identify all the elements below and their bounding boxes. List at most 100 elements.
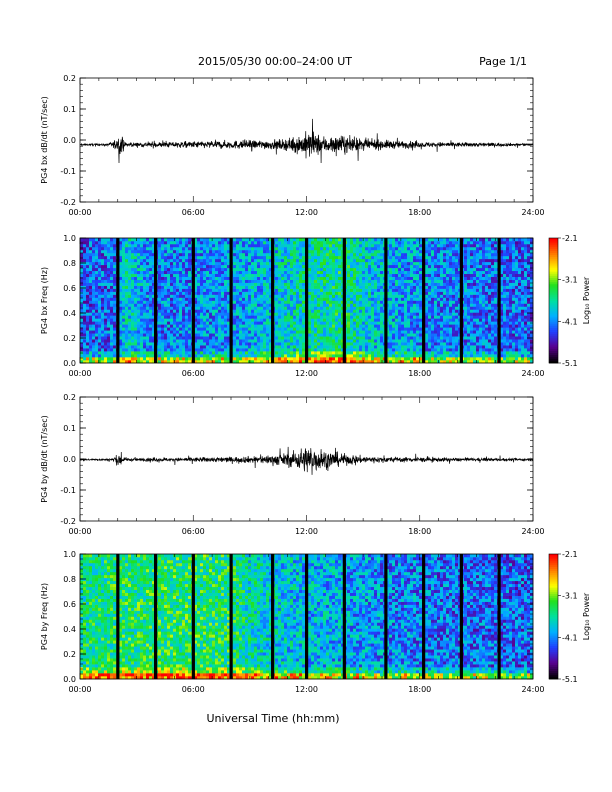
spectrogram-cell xyxy=(287,297,291,301)
spectrogram-cell xyxy=(311,354,315,358)
spectrogram-cell xyxy=(80,357,84,361)
spectrogram-cell xyxy=(326,297,330,301)
spectrogram-cell xyxy=(161,288,165,292)
spectrogram-cell xyxy=(371,303,375,307)
spectrogram-cell xyxy=(98,270,102,275)
spectrogram-cell xyxy=(413,351,417,355)
spectrogram-cell xyxy=(278,255,282,260)
spectrogram-cell xyxy=(389,288,393,292)
spectrogram-cell xyxy=(323,333,327,337)
spectrogram-cell xyxy=(332,357,336,361)
spectrogram-cell xyxy=(248,351,252,355)
spectrogram-cell xyxy=(326,333,330,337)
spectrogram-cell xyxy=(137,261,141,266)
spectrogram-cell xyxy=(263,252,267,257)
spectrogram-cell xyxy=(176,360,180,364)
spectrogram-cell xyxy=(314,300,318,304)
spectrogram-cell xyxy=(173,273,177,277)
spectrogram-cell xyxy=(212,243,216,248)
spectrogram-cell xyxy=(128,354,132,358)
spectrogram-cell xyxy=(410,351,414,355)
spectrogram-cell xyxy=(86,288,90,292)
spectrogram-cell xyxy=(161,291,165,295)
spectrogram-cell xyxy=(353,279,357,283)
spectrogram-cell xyxy=(83,288,87,292)
spectrogram-cell xyxy=(173,321,177,325)
spectrogram-cell xyxy=(263,357,267,361)
spectrogram-cell xyxy=(197,294,201,298)
spectrogram-cell xyxy=(281,351,285,355)
spectrogram-cell xyxy=(293,297,297,301)
spectrogram-cell xyxy=(347,255,351,260)
spectrogram-cell xyxy=(332,279,336,283)
spectrogram-cell xyxy=(368,238,372,242)
spectrogram-cell xyxy=(137,354,141,358)
spectrogram-cell xyxy=(398,327,402,331)
spectrogram-cell xyxy=(224,351,228,355)
spectrogram-cell xyxy=(185,330,189,334)
spectrogram-cell xyxy=(266,354,270,358)
spectrogram-cell xyxy=(419,264,423,269)
spectrogram-cell xyxy=(254,276,258,280)
spectrogram-cell xyxy=(143,354,147,358)
spectrogram-cell xyxy=(302,336,306,340)
spectrogram-cell xyxy=(89,258,93,263)
spectrogram-cell xyxy=(158,243,162,248)
spectrogram-cell xyxy=(122,294,126,298)
spectrogram-cell xyxy=(392,309,396,313)
spectrogram-cell xyxy=(374,243,378,248)
spectrogram-cell xyxy=(260,360,264,364)
spectrogram-cell xyxy=(401,342,405,346)
spectrogram-cell xyxy=(392,267,396,272)
spectrogram-cell xyxy=(278,288,282,292)
spectrogram-cell xyxy=(362,327,366,331)
spectrogram-cell xyxy=(395,240,399,245)
spectrogram-cell xyxy=(86,261,90,266)
spectrogram-cell xyxy=(95,249,99,254)
spectrogram-cell xyxy=(95,333,99,337)
spectrogram-cell xyxy=(377,267,381,272)
spectrogram-cell xyxy=(404,345,408,349)
spectrogram-cell xyxy=(131,309,135,313)
spectrogram-cell xyxy=(302,333,306,337)
spectrogram-cell xyxy=(119,240,123,245)
spectrogram-cell xyxy=(332,238,336,242)
spectrogram-cell xyxy=(164,276,168,280)
spectrogram-cell xyxy=(254,354,258,358)
spectrogram-cell xyxy=(233,285,237,289)
spectrogram-cell xyxy=(182,345,186,349)
spectrogram-cell xyxy=(266,294,270,298)
spectrogram-cell xyxy=(347,252,351,257)
spectrogram-cell xyxy=(206,321,210,325)
spectrogram-cell xyxy=(83,255,87,260)
spectrogram-cell xyxy=(134,351,138,355)
spectrogram-cell xyxy=(371,324,375,328)
spectrogram-cell xyxy=(386,249,390,254)
spectrogram-cell xyxy=(398,318,402,322)
spectrogram-cell xyxy=(257,345,261,349)
page-title: 2015/05/30 00:00–24:00 UT xyxy=(198,55,352,68)
spectrogram-cell xyxy=(206,243,210,248)
spectrogram-cell xyxy=(296,240,300,245)
spectrogram-cell xyxy=(263,324,267,328)
spectrogram-cell xyxy=(275,360,279,364)
spectrogram-cell xyxy=(188,264,192,269)
spectrogram-cell xyxy=(410,255,414,260)
spectrogram-cell xyxy=(158,297,162,301)
spectrogram-cell xyxy=(290,309,294,313)
spectrogram-cell xyxy=(266,324,270,328)
spectrogram-cell xyxy=(359,273,363,277)
spectrogram-cell xyxy=(86,279,90,283)
spectrogram-cell xyxy=(185,270,189,275)
spectrogram-cell xyxy=(314,267,318,272)
spectrogram-cell xyxy=(428,354,432,358)
spectrogram-cell xyxy=(299,309,303,313)
spectrogram-cell xyxy=(329,264,333,269)
spectrogram-cell xyxy=(233,300,237,304)
spectrogram-cell xyxy=(131,303,135,307)
spectrogram-cell xyxy=(239,321,243,325)
spectrogram-cell xyxy=(425,336,429,340)
spectrogram-cell xyxy=(404,243,408,248)
spectrogram-cell xyxy=(224,294,228,298)
spectrogram-cell xyxy=(338,291,342,295)
